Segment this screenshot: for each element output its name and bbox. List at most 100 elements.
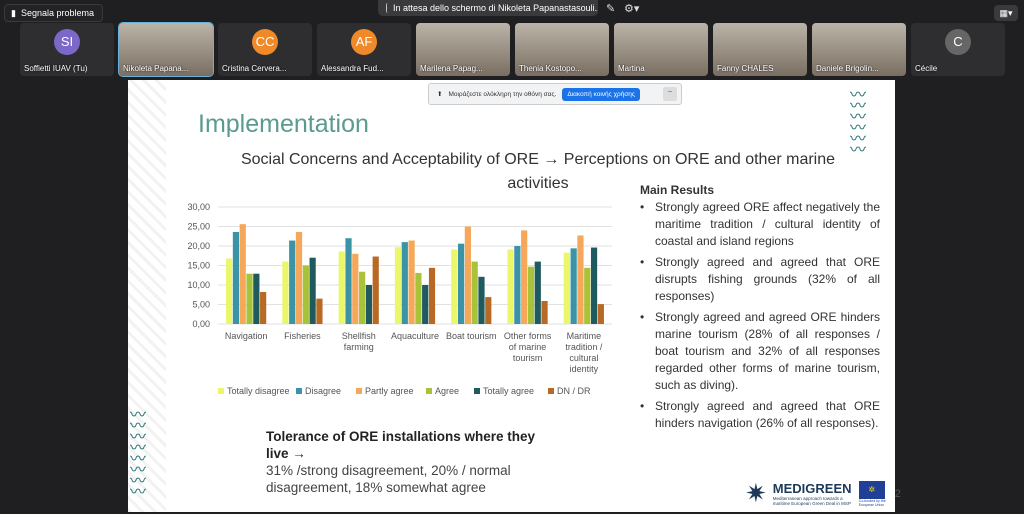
bar-agree bbox=[471, 261, 478, 324]
eu-caption: Co-funded by the European Union bbox=[858, 498, 886, 507]
x-category-label: Aquaculture bbox=[391, 331, 439, 341]
bar-disagree bbox=[232, 231, 240, 324]
bar-totally-disagree bbox=[338, 251, 345, 324]
share-text: Μοιράζεστε ολόκληρη την οθόνη σας. bbox=[448, 90, 557, 98]
x-category-label: identity bbox=[570, 364, 599, 374]
bar-partly-agree bbox=[577, 235, 584, 324]
bar-disagree bbox=[401, 242, 408, 324]
result-item: Strongly agreed and agreed that ORE disr… bbox=[640, 254, 880, 305]
x-category-label: tourism bbox=[513, 353, 543, 363]
bar-agree bbox=[359, 271, 366, 324]
eu-flag-icon: ✲ bbox=[858, 480, 885, 499]
legend-swatch bbox=[426, 388, 432, 394]
y-tick-label: 15,00 bbox=[187, 261, 210, 271]
participant-tile[interactable]: AF Alessandra Fud... bbox=[317, 23, 411, 76]
y-tick-label: 20,00 bbox=[187, 241, 210, 251]
bar-totally-disagree bbox=[507, 249, 514, 324]
bar-totally-disagree bbox=[282, 261, 289, 324]
participant-name: Nikoleta Papana... bbox=[123, 64, 189, 73]
participant-name: Cristina Cervera... bbox=[222, 64, 287, 73]
x-category-label: Navigation bbox=[225, 331, 268, 341]
bar-partly-agree bbox=[521, 230, 528, 324]
bar-totally-agree bbox=[534, 261, 541, 324]
bar-partly-agree bbox=[239, 224, 246, 324]
page-number: 2 bbox=[894, 487, 901, 500]
bar-agree bbox=[584, 267, 591, 324]
bar-agree bbox=[527, 266, 535, 324]
stop-sharing-button[interactable]: Διακοπή κοινής χρήσης bbox=[562, 87, 641, 101]
legend-label: Totally disagree bbox=[227, 386, 290, 396]
avatar: SI bbox=[54, 29, 80, 55]
bar-partly-agree bbox=[295, 231, 303, 324]
participant-tile[interactable]: CC Cristina Cervera... bbox=[218, 23, 312, 76]
minimize-button[interactable]: – bbox=[663, 87, 677, 101]
report-problem-button[interactable]: ▮ Segnala problema bbox=[4, 4, 104, 22]
star-logo-icon: ✷ bbox=[745, 478, 767, 508]
x-category-label: Boat tourism bbox=[446, 331, 497, 341]
legend-label: DN / DR bbox=[557, 386, 591, 396]
avatar: CC bbox=[252, 29, 278, 55]
bar-dn-dr bbox=[316, 298, 323, 324]
spinner-icon bbox=[386, 3, 388, 13]
result-item: Strongly agreed and agreed that ORE hind… bbox=[640, 398, 880, 432]
share-notification-bar: ⬆ Μοιράζεστε ολόκληρη την οθόνη σας. Δια… bbox=[428, 83, 682, 105]
bar-agree bbox=[246, 273, 253, 324]
bar-totally-disagree bbox=[563, 252, 570, 324]
flag-icon: ▮ bbox=[11, 7, 16, 18]
wave-decoration: 〰〰〰〰〰〰〰〰 bbox=[130, 407, 147, 501]
legend-label: Agree bbox=[435, 386, 459, 396]
share-screen-icon: ⬆ bbox=[437, 91, 443, 98]
participant-name: Thenia Kostopo... bbox=[519, 64, 582, 73]
bar-disagree bbox=[570, 248, 577, 324]
bar-totally-agree bbox=[422, 285, 429, 324]
wave-decoration: 〰〰〰〰〰〰 bbox=[850, 87, 867, 159]
participant-strip: SI Soffietti IUAV (Tu) Nikoleta Papana... C… bbox=[20, 22, 1005, 77]
x-category-label: Fisheries bbox=[284, 331, 321, 341]
y-tick-label: 5,00 bbox=[192, 300, 210, 310]
tolerance-text: 31% /strong disagreement, 20% / normal d… bbox=[266, 463, 511, 495]
legend-swatch bbox=[548, 388, 554, 394]
bar-partly-agree bbox=[352, 253, 359, 324]
participant-tile[interactable]: Daniele Brigolin... bbox=[812, 23, 906, 76]
participant-tile[interactable]: SI Soffietti IUAV (Tu) bbox=[20, 23, 114, 76]
bar-totally-disagree bbox=[226, 258, 233, 324]
bar-totally-disagree bbox=[451, 249, 458, 324]
bar-totally-agree bbox=[478, 276, 485, 324]
bar-agree bbox=[302, 265, 309, 324]
y-tick-label: 25,00 bbox=[187, 222, 210, 232]
participant-name: Alessandra Fud... bbox=[321, 64, 384, 73]
settings-icon[interactable]: ⚙▾ bbox=[624, 3, 640, 15]
presentation-slide: 〰〰〰〰〰〰 〰〰〰〰〰〰〰〰 Implementation Social Co… bbox=[128, 80, 901, 512]
x-category-label: tradition / bbox=[565, 342, 603, 352]
x-category-label: of marine bbox=[509, 342, 547, 352]
slide-title: Implementation bbox=[198, 110, 369, 138]
legend-swatch bbox=[296, 388, 302, 394]
bar-disagree bbox=[457, 243, 465, 324]
x-category-label: farming bbox=[344, 342, 374, 352]
participant-tile[interactable]: Martina bbox=[614, 23, 708, 76]
avatar: AF bbox=[351, 29, 377, 55]
participant-tile[interactable]: Marilena Papag... bbox=[416, 23, 510, 76]
legend-swatch bbox=[356, 388, 362, 394]
result-item: Strongly agreed ORE affect negatively th… bbox=[640, 199, 880, 250]
bar-chart: 0,00 5,00 10,00 15,00 20,00 25,00 30,00 Navigat… bbox=[187, 202, 612, 396]
x-category-label: cultural bbox=[569, 353, 598, 363]
x-category-label: Maritime bbox=[567, 331, 602, 341]
view-layout-button[interactable]: ▦▾ bbox=[994, 5, 1018, 21]
result-item: Strongly agreed and agreed ORE hinders m… bbox=[640, 309, 880, 394]
participant-tile[interactable]: Nikoleta Papana... bbox=[118, 22, 214, 77]
participant-tile[interactable]: Thenia Kostopo... bbox=[515, 23, 609, 76]
participant-tile[interactable]: C Cécile bbox=[911, 23, 1005, 76]
bar-totally-agree bbox=[365, 285, 373, 324]
pencil-icon[interactable]: ✎ bbox=[606, 3, 616, 15]
participant-name: Soffietti IUAV (Tu) bbox=[24, 64, 88, 73]
main-results: Main Results Strongly agreed ORE affect … bbox=[640, 182, 880, 436]
bar-disagree bbox=[514, 246, 521, 324]
participant-name: Marilena Papag... bbox=[420, 64, 483, 73]
participant-tile[interactable]: Fanny CHALES bbox=[713, 23, 807, 76]
bar-disagree bbox=[289, 240, 296, 324]
participant-name: Martina bbox=[618, 64, 645, 73]
bar-totally-disagree bbox=[394, 247, 402, 324]
bar-agree bbox=[415, 272, 422, 324]
bar-dn-dr bbox=[428, 267, 436, 324]
